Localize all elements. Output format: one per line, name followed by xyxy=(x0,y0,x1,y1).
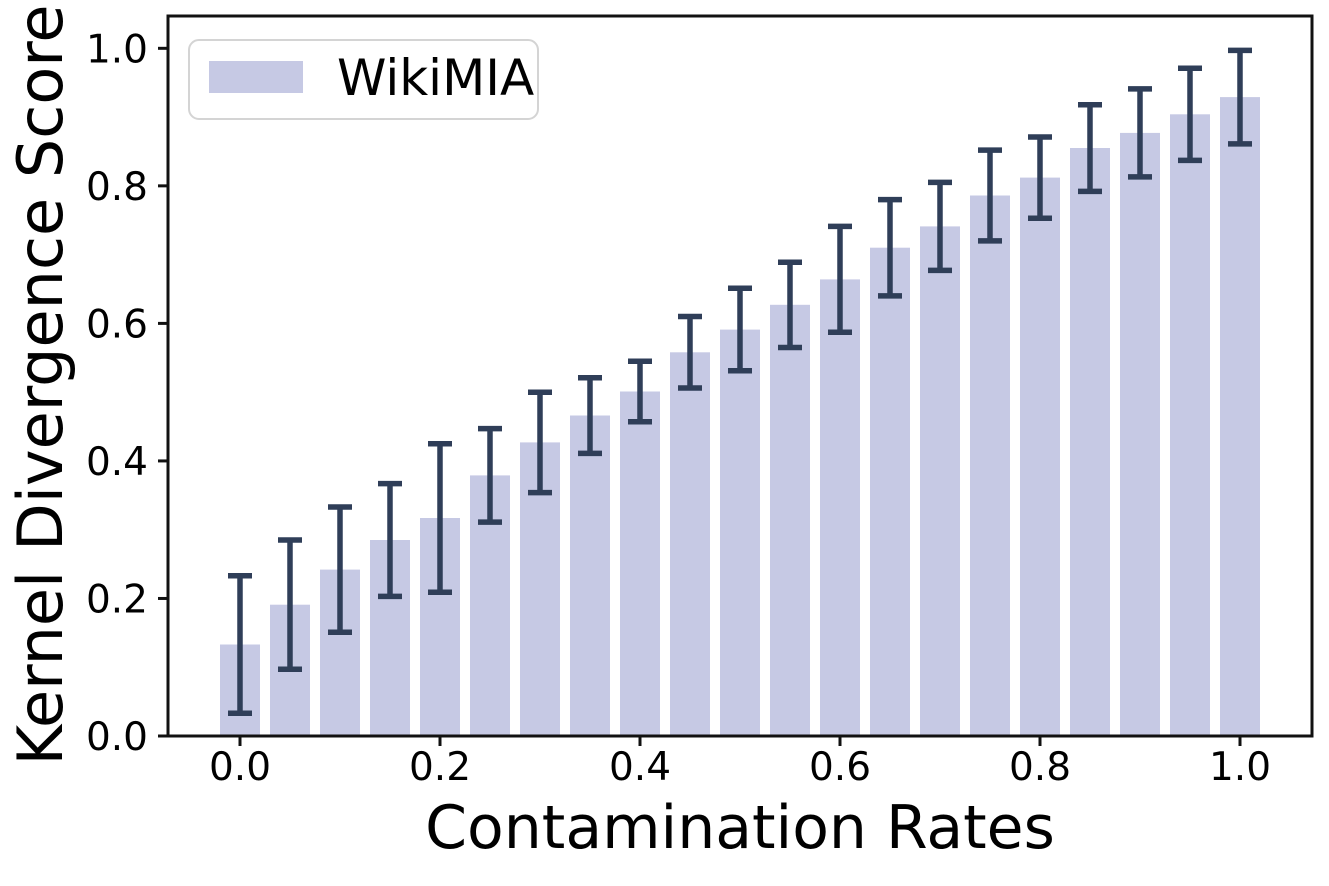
bar xyxy=(620,391,660,736)
x-tick-label: 0.8 xyxy=(1009,745,1071,790)
bar xyxy=(1220,97,1260,737)
error-bar xyxy=(478,425,502,525)
error-bars-layer xyxy=(228,47,1252,717)
y-tick-label: 0.4 xyxy=(86,440,148,485)
bar xyxy=(920,226,960,736)
error-bar xyxy=(1228,47,1252,147)
y-tick-label: 0.0 xyxy=(86,715,148,760)
error-bar xyxy=(1028,134,1052,221)
y-tick-label: 1.0 xyxy=(86,27,148,72)
error-bar xyxy=(1128,86,1152,180)
error-bar xyxy=(828,223,852,336)
bar xyxy=(720,329,760,736)
error-bar xyxy=(728,285,752,374)
error-bar xyxy=(428,440,452,596)
error-bar xyxy=(928,179,952,274)
error-bar xyxy=(778,259,802,351)
error-bar xyxy=(678,313,702,391)
error-bar xyxy=(628,358,652,425)
y-axis-label: Kernel Divergence Score xyxy=(4,4,77,765)
bar xyxy=(770,304,810,736)
legend-box xyxy=(188,39,539,120)
error-bar xyxy=(228,573,252,717)
x-tick-label: 1.0 xyxy=(1209,745,1271,790)
y-tick-label: 0.2 xyxy=(86,577,148,622)
bars-layer xyxy=(220,97,1260,737)
error-bar xyxy=(278,537,302,673)
x-tick-label: 0.0 xyxy=(209,745,271,790)
bar xyxy=(670,352,710,736)
bar xyxy=(1120,132,1160,736)
bar xyxy=(570,415,610,736)
error-bar xyxy=(878,196,902,299)
bar xyxy=(1070,148,1110,736)
x-axis-label: Contamination Rates xyxy=(425,793,1055,863)
bar xyxy=(1170,114,1210,737)
axes-layer: 0.0 0.2 0.4 0.6 0.8 1.0 0.0 0.2 0.4 0.6 0.8 1.0 xyxy=(86,14,1314,790)
x-tick-label: 0.4 xyxy=(609,745,671,790)
error-bar xyxy=(1178,65,1202,164)
error-bar xyxy=(1078,101,1102,195)
error-bar xyxy=(578,374,602,457)
x-tick-label: 0.6 xyxy=(809,745,871,790)
y-tick-label: 0.6 xyxy=(86,302,148,347)
plot-border xyxy=(166,14,1314,738)
y-tick-label: 0.8 xyxy=(86,165,148,210)
bar xyxy=(1020,177,1060,737)
bar xyxy=(820,279,860,736)
error-bar xyxy=(978,147,1002,244)
legend: WikiMIA xyxy=(188,39,539,120)
bar xyxy=(870,247,910,736)
legend-label: WikiMIA xyxy=(337,49,534,107)
error-bar xyxy=(328,504,352,635)
legend-swatch xyxy=(209,61,303,93)
bar xyxy=(970,195,1010,736)
error-bar xyxy=(528,389,552,496)
error-bar xyxy=(378,480,402,600)
x-tick-label: 0.2 xyxy=(409,745,471,790)
